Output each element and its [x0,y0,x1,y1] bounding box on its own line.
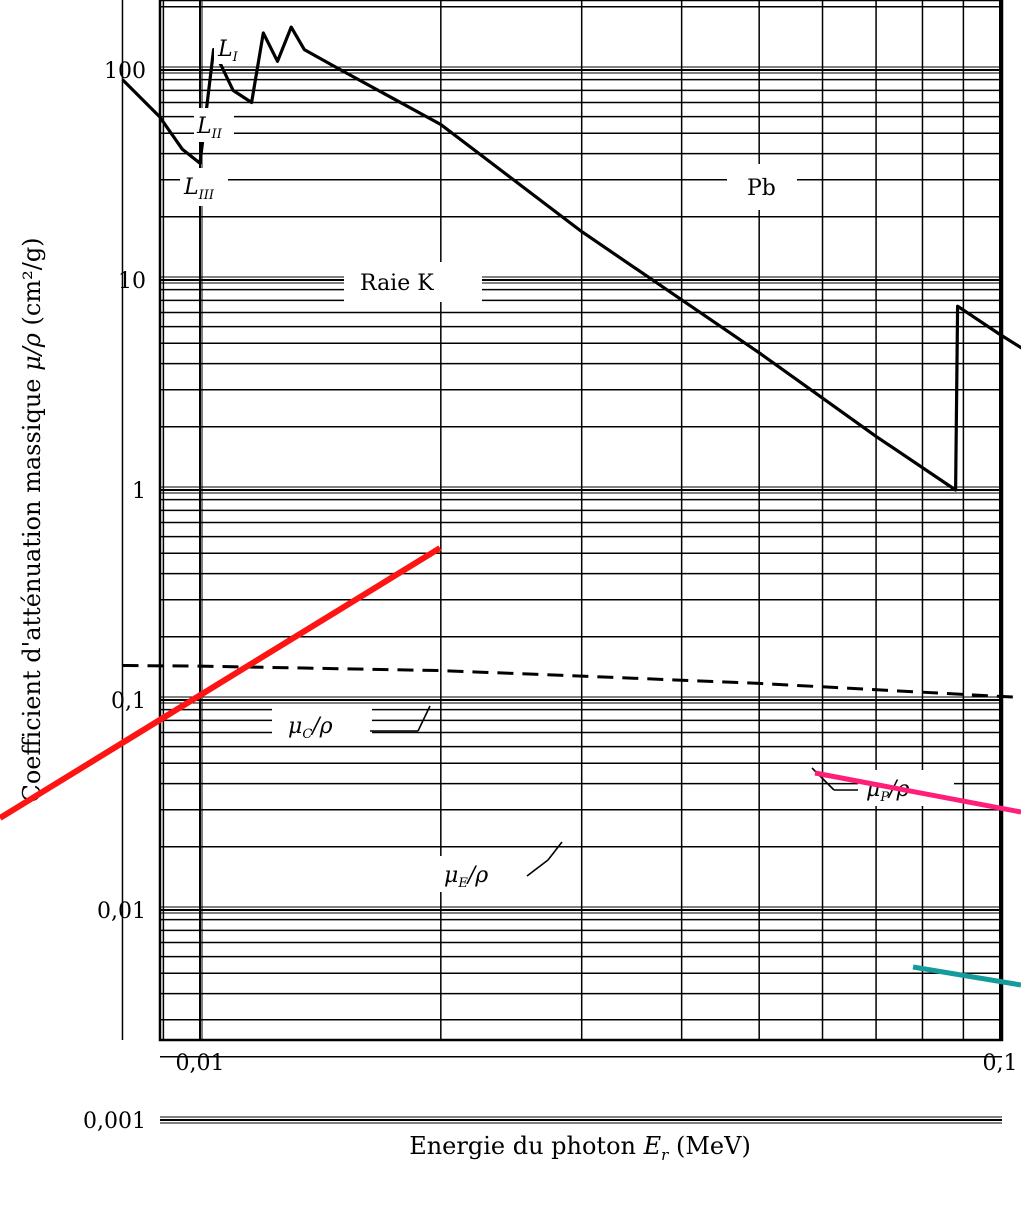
red-overlay-line [0,545,442,821]
x-tick-labels: 0,010,1110100 [176,1051,1018,1076]
svg-text:LII: LII [196,114,223,142]
x-tick-label: 0,01 [176,1051,225,1076]
y-tick-labels: 100 10 1 0,1 0,01 0,001 [83,59,146,1134]
y-tick-label: 10 [118,269,146,294]
annotation-mu-c: μC/ρ [272,705,431,744]
pink-overlay-line [814,770,1021,815]
svg-text:μC/ρ: μC/ρ [288,714,333,742]
y-tick-label: 0,01 [97,899,146,924]
y-tick-label: 0,001 [83,1109,146,1134]
svg-text:LIII: LIII [183,175,215,203]
svg-text:Raie K: Raie K [360,271,434,296]
series-line-mu_c [122,664,1021,699]
svg-text:μE/ρ: μE/ρ [444,863,488,891]
series-line-total [121,25,1021,492]
annotation-l1: LI [214,30,250,65]
annotation-l2: LII [194,108,234,142]
plot-frame [158,0,1004,1042]
svg-text:Energie du photon Er (MeV): Energie du photon Er (MeV) [409,1132,751,1164]
teal-overlay-line [912,964,1021,988]
svg-text:Coefficient d'atténuation mass: Coefficient d'atténuation massique μ/ρ (… [18,237,46,802]
y-axis-title: Coefficient d'atténuation massique μ/ρ (… [18,237,46,802]
y-tick-label: 0,1 [111,689,146,714]
annotation-k-edge: Raie K [344,262,482,302]
grid [121,0,1003,1124]
y-tick-label: 100 [104,59,146,84]
x-axis-title: Energie du photon Er (MeV) [409,1132,751,1164]
x-tick-label: 0,1 [983,1051,1018,1076]
curves [121,25,1021,699]
svg-text:Pb: Pb [747,176,776,201]
y-tick-label: 1 [132,479,146,504]
svg-text:LI: LI [217,37,239,65]
annotation-l3: LIII [180,168,228,206]
annotation-element: Pb [727,164,797,210]
annotation-mu-e: μE/ρ [434,841,563,892]
